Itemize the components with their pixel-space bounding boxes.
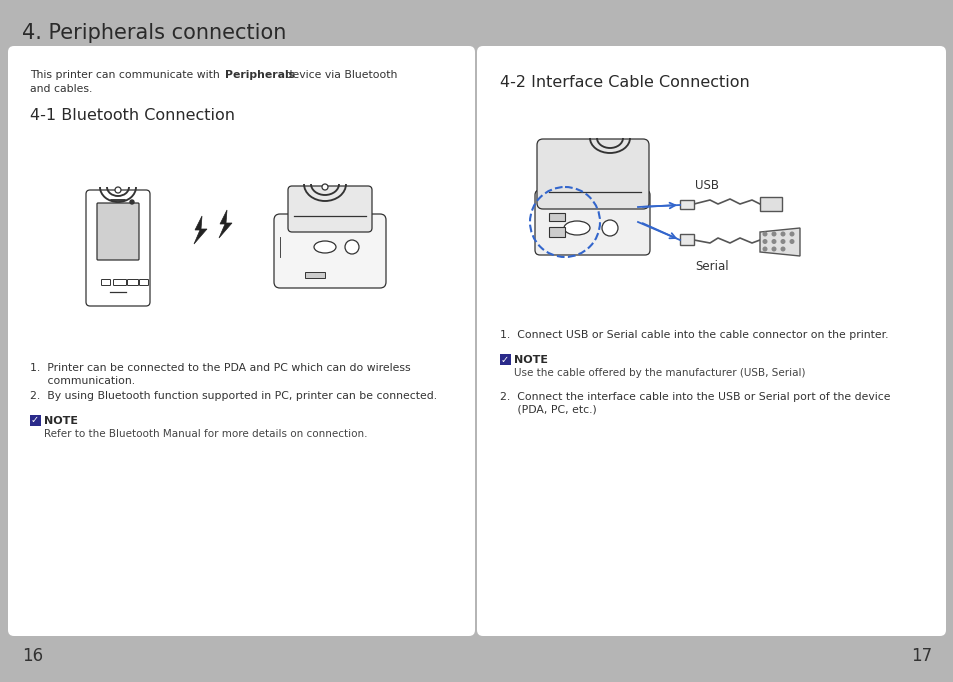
Ellipse shape (563, 221, 589, 235)
FancyBboxPatch shape (548, 213, 564, 221)
FancyBboxPatch shape (86, 190, 150, 306)
FancyBboxPatch shape (760, 197, 781, 211)
Circle shape (345, 240, 358, 254)
Circle shape (771, 247, 775, 251)
Circle shape (771, 239, 775, 243)
Circle shape (762, 239, 766, 243)
Text: USB: USB (695, 179, 719, 192)
Text: NOTE: NOTE (44, 416, 78, 426)
Ellipse shape (314, 241, 335, 253)
Polygon shape (219, 210, 232, 238)
Text: 4-1 Bluetooth Connection: 4-1 Bluetooth Connection (30, 108, 234, 123)
Polygon shape (193, 216, 207, 244)
Text: and cables.: and cables. (30, 84, 92, 94)
Text: communication.: communication. (30, 376, 135, 386)
Text: Refer to the Bluetooth Manual for more details on connection.: Refer to the Bluetooth Manual for more d… (44, 429, 367, 439)
Circle shape (789, 232, 793, 236)
FancyBboxPatch shape (537, 139, 648, 209)
Text: 1.  Printer can be connected to the PDA and PC which can do wireless: 1. Printer can be connected to the PDA a… (30, 363, 410, 373)
Circle shape (322, 184, 328, 190)
Circle shape (115, 187, 121, 193)
FancyBboxPatch shape (8, 46, 475, 636)
FancyBboxPatch shape (476, 46, 945, 636)
Circle shape (601, 220, 618, 236)
FancyBboxPatch shape (288, 186, 372, 232)
FancyBboxPatch shape (679, 234, 693, 245)
FancyBboxPatch shape (535, 190, 649, 255)
Circle shape (781, 232, 784, 236)
Text: 16: 16 (22, 647, 43, 665)
Text: Peripherals: Peripherals (225, 70, 294, 80)
Circle shape (771, 232, 775, 236)
Circle shape (130, 200, 133, 204)
FancyBboxPatch shape (128, 280, 138, 286)
Text: device via Bluetooth: device via Bluetooth (282, 70, 397, 80)
Text: ✓: ✓ (500, 355, 509, 364)
Text: 1.  Connect USB or Serial cable into the cable connector on the printer.: 1. Connect USB or Serial cable into the … (499, 330, 887, 340)
Circle shape (781, 239, 784, 243)
FancyBboxPatch shape (139, 280, 149, 286)
FancyBboxPatch shape (499, 354, 511, 365)
Text: Use the cable offered by the manufacturer (USB, Serial): Use the cable offered by the manufacture… (514, 368, 804, 378)
Polygon shape (760, 228, 800, 256)
FancyBboxPatch shape (679, 200, 693, 209)
Text: ✓: ✓ (30, 415, 39, 426)
FancyBboxPatch shape (113, 280, 127, 286)
Text: This printer can communicate with: This printer can communicate with (30, 70, 223, 80)
Text: 2.  Connect the interface cable into the USB or Serial port of the device: 2. Connect the interface cable into the … (499, 392, 889, 402)
FancyBboxPatch shape (274, 214, 386, 288)
FancyBboxPatch shape (30, 415, 41, 426)
Circle shape (762, 247, 766, 251)
Circle shape (789, 239, 793, 243)
Text: 4-2 Interface Cable Connection: 4-2 Interface Cable Connection (499, 75, 749, 90)
Text: 4. Peripherals connection: 4. Peripherals connection (22, 23, 286, 43)
Circle shape (762, 232, 766, 236)
Text: 17: 17 (910, 647, 931, 665)
Text: Serial: Serial (695, 260, 728, 273)
FancyBboxPatch shape (101, 280, 111, 286)
Text: 2.  By using Bluetooth function supported in PC, printer can be connected.: 2. By using Bluetooth function supported… (30, 391, 436, 401)
Text: (PDA, PC, etc.): (PDA, PC, etc.) (499, 405, 597, 415)
FancyBboxPatch shape (548, 227, 564, 237)
Circle shape (781, 247, 784, 251)
FancyBboxPatch shape (97, 203, 139, 260)
Text: NOTE: NOTE (514, 355, 547, 365)
FancyBboxPatch shape (305, 272, 325, 278)
